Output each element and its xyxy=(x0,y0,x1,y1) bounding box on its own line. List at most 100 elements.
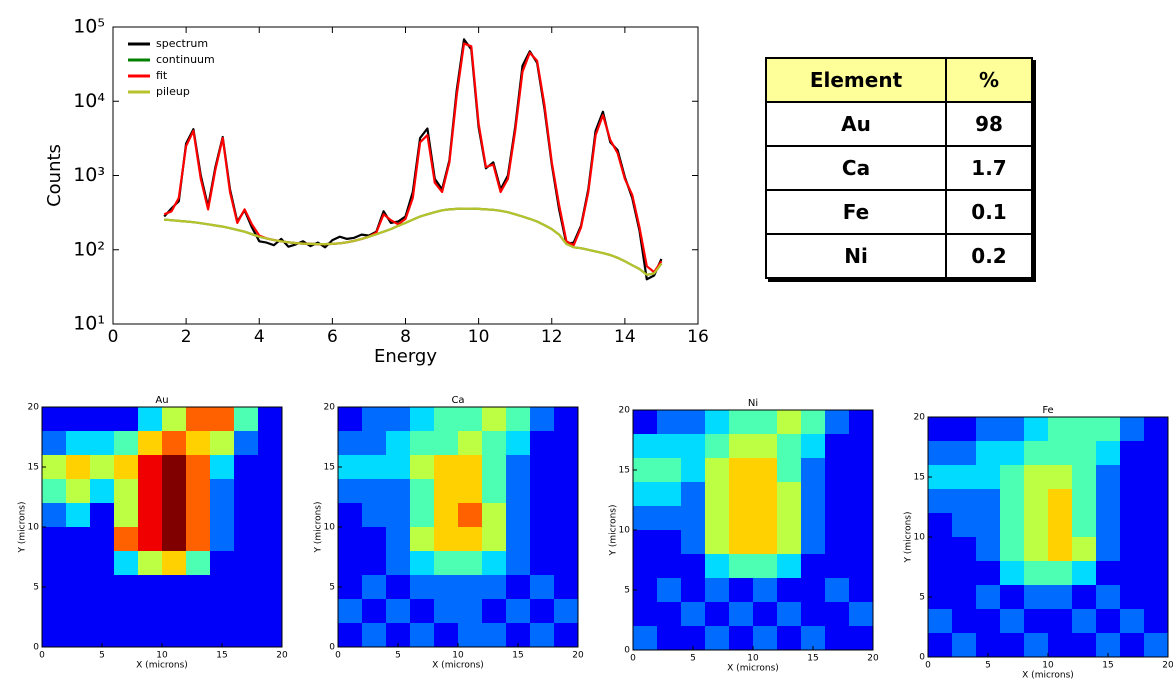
heat-cell xyxy=(1144,609,1169,634)
heat-cell xyxy=(657,554,682,579)
chart-title: Fe xyxy=(1042,405,1053,416)
heat-cell xyxy=(42,623,67,648)
heat-cell xyxy=(952,585,977,610)
series-line xyxy=(163,42,663,274)
heat-cell xyxy=(1120,465,1145,490)
heat-cell xyxy=(114,575,139,600)
heat-cell xyxy=(258,431,283,456)
table-row: Ni 0.2 xyxy=(765,233,1033,279)
heat-cell xyxy=(458,623,483,648)
heat-cell xyxy=(928,585,953,610)
heat-cell xyxy=(976,417,1001,442)
heat-cell xyxy=(849,410,874,435)
heat-cell xyxy=(777,626,802,651)
heat-cell xyxy=(66,503,91,528)
heat-cell xyxy=(681,506,706,531)
heat-cell xyxy=(777,458,802,483)
heat-cell xyxy=(386,479,411,504)
y-tick-label: 15 xyxy=(324,463,335,473)
heat-cell xyxy=(114,431,139,456)
heat-cell xyxy=(66,623,91,648)
heat-cell xyxy=(90,551,115,576)
heat-cell xyxy=(434,599,459,624)
x-tick-label: 6 xyxy=(327,327,338,347)
heat-cell xyxy=(338,503,363,528)
x-tick-label: 8 xyxy=(400,327,411,347)
heat-cell xyxy=(801,458,826,483)
y-axis-label: Y (microns) xyxy=(609,505,619,557)
heat-cell xyxy=(1120,633,1145,658)
heat-cell xyxy=(928,561,953,586)
heat-cell xyxy=(801,482,826,507)
heat-cell xyxy=(729,482,754,507)
heat-cell xyxy=(362,527,387,552)
heat-cell xyxy=(42,431,67,456)
heat-cell xyxy=(1048,537,1073,562)
heat-cell xyxy=(338,623,363,648)
y-tick-label: 5 xyxy=(33,583,39,593)
heat-cell xyxy=(186,503,211,528)
x-tick-label: 14 xyxy=(614,327,636,347)
heat-cell xyxy=(530,599,555,624)
heat-cell xyxy=(1048,417,1073,442)
heat-cell xyxy=(234,407,259,432)
heat-cell xyxy=(506,503,531,528)
heat-cell xyxy=(66,455,91,480)
heat-cell xyxy=(482,575,507,600)
heat-cell xyxy=(657,410,682,435)
heat-cell xyxy=(1144,561,1169,586)
heat-cell xyxy=(66,599,91,624)
heat-cell xyxy=(753,578,778,603)
y-tick-label: 0 xyxy=(919,653,925,663)
heat-cell xyxy=(386,455,411,480)
heat-cell xyxy=(90,479,115,504)
heat-cell xyxy=(162,407,187,432)
heat-cell xyxy=(554,623,579,648)
heat-cell xyxy=(1072,489,1097,514)
heat-cell xyxy=(554,527,579,552)
heat-cell xyxy=(1048,609,1073,634)
y-tick-label: 10¹ xyxy=(73,313,105,335)
heat-cell xyxy=(849,506,874,531)
heat-cell xyxy=(410,551,435,576)
heat-cell xyxy=(114,551,139,576)
heat-cell xyxy=(186,575,211,600)
heat-cell xyxy=(42,479,67,504)
heat-cell xyxy=(530,551,555,576)
y-axis-label: Counts xyxy=(44,144,65,207)
legend-label: pileup xyxy=(156,85,190,98)
heat-cell xyxy=(162,479,187,504)
heat-cell xyxy=(138,623,163,648)
heat-cell xyxy=(362,599,387,624)
heat-cell xyxy=(482,599,507,624)
heat-cell xyxy=(1000,633,1025,658)
heat-cell xyxy=(162,623,187,648)
heat-cell xyxy=(1024,441,1049,466)
heat-cell xyxy=(482,407,507,432)
heat-cell xyxy=(386,503,411,528)
heat-cell xyxy=(657,578,682,603)
heat-cell xyxy=(386,407,411,432)
heat-cell xyxy=(1048,633,1073,658)
heat-cell xyxy=(162,599,187,624)
x-axis-label: X (microns) xyxy=(727,664,779,674)
table-row: Au 98 xyxy=(765,101,1033,147)
heat-cell xyxy=(434,575,459,600)
heat-cell xyxy=(138,407,163,432)
heat-cell xyxy=(138,479,163,504)
heat-cell xyxy=(410,455,435,480)
heat-cell xyxy=(42,599,67,624)
heat-cell xyxy=(210,527,235,552)
x-tick-label: 20 xyxy=(572,651,584,661)
heat-cell xyxy=(1144,633,1169,658)
heat-cell xyxy=(801,554,826,579)
heat-cell xyxy=(506,479,531,504)
heat-cell xyxy=(729,626,754,651)
heat-cell xyxy=(976,489,1001,514)
heat-cell xyxy=(705,578,730,603)
heat-cell xyxy=(1024,513,1049,538)
heat-cell xyxy=(1096,441,1121,466)
plot-area xyxy=(113,27,698,324)
heat-cell xyxy=(729,578,754,603)
heat-cell xyxy=(386,599,411,624)
